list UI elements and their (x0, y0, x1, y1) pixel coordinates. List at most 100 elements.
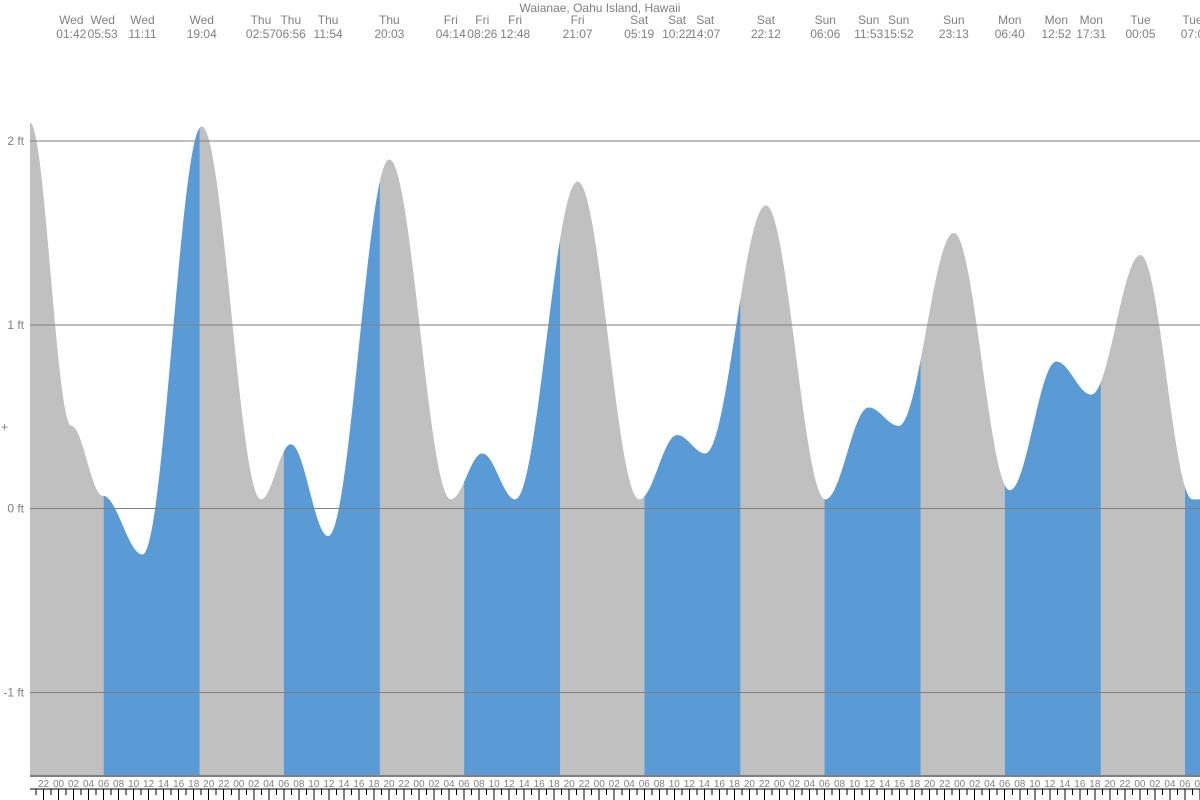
hour-label: 04 (83, 779, 95, 790)
event-time-label: 07:0 (1181, 27, 1200, 41)
event-time-label: 04:14 (436, 27, 466, 41)
hour-label: 12 (143, 779, 155, 790)
event-day-label: Sun (815, 13, 836, 27)
hour-label: 12 (684, 779, 696, 790)
event-day-label: Fri (508, 13, 522, 27)
hour-label: 22 (579, 779, 591, 790)
event-time-label: 05:53 (88, 27, 118, 41)
event-time-label: 08:26 (467, 27, 497, 41)
hour-label: 02 (1149, 779, 1161, 790)
hour-label: 14 (519, 779, 531, 790)
hour-label: 06 (639, 779, 651, 790)
hour-label: 02 (428, 779, 440, 790)
hour-label: 14 (1059, 779, 1071, 790)
event-time-label: 05:19 (624, 27, 654, 41)
event-time-label: 19:04 (187, 27, 217, 41)
tide-chart: -1 ft0 ft1 ft2 ft+Waianae, Oahu Island, … (0, 0, 1200, 800)
hour-label: 10 (489, 779, 501, 790)
event-day-label: Fri (444, 13, 458, 27)
event-time-label: 22:12 (751, 27, 781, 41)
hour-label: 08 (474, 779, 486, 790)
hour-label: 10 (128, 779, 140, 790)
hour-label: 08 (1194, 779, 1200, 790)
event-time-label: 11:53 (854, 27, 883, 41)
hour-label: 16 (534, 779, 546, 790)
hour-label: 00 (53, 779, 65, 790)
plus-marker: + (1, 420, 8, 434)
hour-label: 02 (789, 779, 801, 790)
hour-label: 10 (669, 779, 681, 790)
hour-label: 18 (909, 779, 921, 790)
hour-label: 06 (819, 779, 831, 790)
event-day-label: Tue (1182, 13, 1200, 27)
event-time-label: 21:07 (563, 27, 593, 41)
hour-label: 08 (834, 779, 846, 790)
hour-label: 08 (1014, 779, 1026, 790)
hour-label: 04 (984, 779, 996, 790)
event-day-label: Mon (1045, 13, 1068, 27)
hour-label: 00 (774, 779, 786, 790)
event-time-label: 06:06 (810, 27, 840, 41)
event-time-label: 06:40 (995, 27, 1025, 41)
hour-label: 16 (353, 779, 365, 790)
hour-label: 20 (564, 779, 576, 790)
hour-label: 16 (714, 779, 726, 790)
event-time-label: 20:03 (374, 27, 404, 41)
y-axis-label: 2 ft (7, 134, 24, 148)
hour-label: 06 (98, 779, 110, 790)
event-day-label: Fri (571, 13, 585, 27)
hour-label: 08 (293, 779, 305, 790)
hour-label: 10 (308, 779, 320, 790)
hour-label: 06 (999, 779, 1011, 790)
hour-label: 12 (323, 779, 335, 790)
event-time-label: 11:54 (314, 27, 343, 41)
event-day-label: Sun (858, 13, 879, 27)
chart-title: Waianae, Oahu Island, Hawaii (520, 1, 681, 15)
event-time-label: 14:07 (690, 27, 720, 41)
event-time-label: 06:56 (276, 27, 306, 41)
event-time-label: 01:42 (56, 27, 86, 41)
hour-label: 20 (203, 779, 215, 790)
event-day-label: Thu (318, 13, 339, 27)
event-time-label: 10:22 (662, 27, 692, 41)
hour-label: 20 (383, 779, 395, 790)
hour-label: 14 (338, 779, 350, 790)
hour-label: 20 (924, 779, 936, 790)
hour-label: 16 (894, 779, 906, 790)
event-day-label: Thu (379, 13, 400, 27)
hour-label: 06 (458, 779, 470, 790)
hour-label: 00 (1134, 779, 1146, 790)
hour-label: 14 (158, 779, 170, 790)
hour-label: 04 (1164, 779, 1176, 790)
event-day-label: Wed (59, 13, 83, 27)
y-axis-label: 1 ft (7, 318, 24, 332)
event-day-label: Thu (280, 13, 301, 27)
event-day-label: Sun (888, 13, 909, 27)
hour-label: 00 (233, 779, 245, 790)
hour-label: 06 (278, 779, 290, 790)
hour-label: 22 (38, 779, 50, 790)
hour-label: 10 (1029, 779, 1041, 790)
hour-label: 00 (413, 779, 425, 790)
event-day-label: Mon (1080, 13, 1103, 27)
hour-label: 22 (1119, 779, 1131, 790)
event-day-label: Thu (251, 13, 272, 27)
hour-label: 22 (398, 779, 410, 790)
hour-label: 14 (879, 779, 891, 790)
hour-label: 18 (368, 779, 380, 790)
hour-label: 02 (609, 779, 621, 790)
y-axis-label: -1 ft (3, 685, 24, 699)
hour-label: 20 (1104, 779, 1116, 790)
event-day-label: Fri (475, 13, 489, 27)
event-time-label: 12:52 (1041, 27, 1071, 41)
event-time-label: 00:05 (1126, 27, 1156, 41)
hour-label: 08 (654, 779, 666, 790)
event-day-label: Wed (190, 13, 214, 27)
event-day-label: Sat (630, 13, 649, 27)
event-time-label: 12:48 (500, 27, 530, 41)
event-day-label: Sun (943, 13, 964, 27)
hour-label: 22 (218, 779, 230, 790)
event-time-label: 15:52 (884, 27, 914, 41)
hour-label: 18 (729, 779, 741, 790)
event-day-label: Sat (757, 13, 776, 27)
